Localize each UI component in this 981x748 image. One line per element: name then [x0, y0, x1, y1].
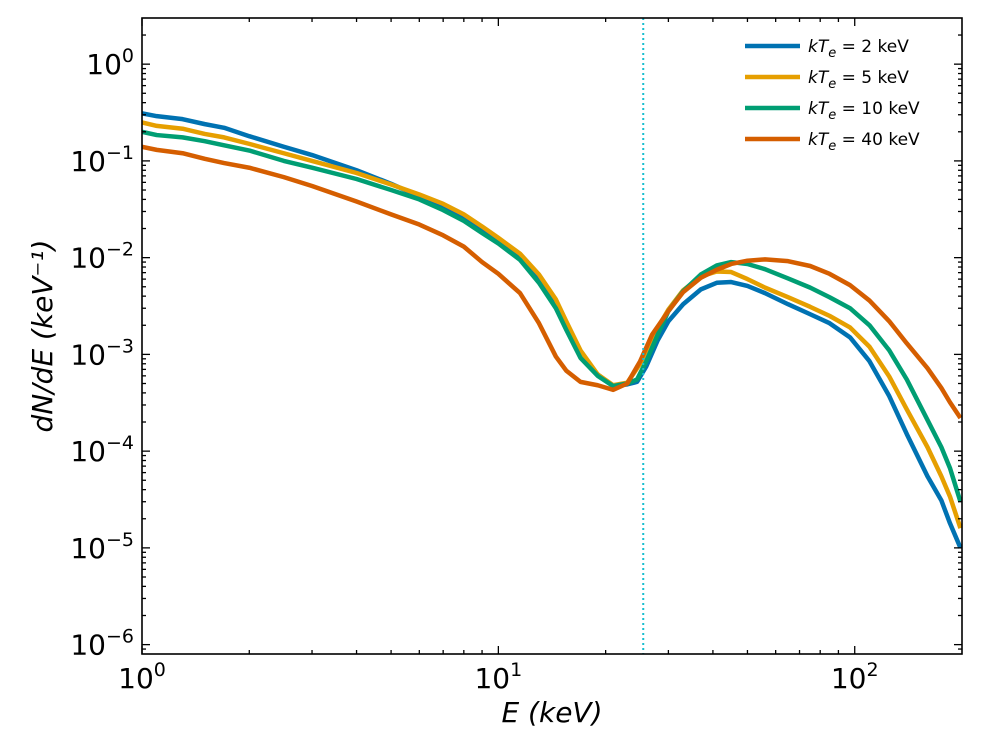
series-layer	[142, 111, 962, 549]
x-axis-title: E (keV)	[501, 696, 602, 729]
tick-layer: 100 101 102 100 10−1 10−2 10−3 10−4 10−5 10−6	[70, 18, 962, 695]
x-tick-label-0: 100	[118, 659, 166, 695]
y-tick-label-2: 10−2	[70, 239, 134, 275]
legend-label-1: kTe = 5 keV	[808, 68, 909, 92]
legend-label-2: kTe = 10 keV	[808, 99, 920, 123]
legend-label-3: kTe = 40 keV	[808, 130, 920, 154]
y-tick-label-3: 10−3	[70, 335, 134, 371]
legend-label-0: kTe = 2 keV	[808, 37, 909, 61]
legend: kTe = 2 keV kTe = 5 keV kTe = 10 keV kTe = …	[745, 37, 920, 154]
x-tick-label-2: 102	[831, 659, 879, 695]
y-tick-label-5: 10−5	[70, 529, 134, 565]
series-line-0	[142, 111, 962, 549]
series-line-1	[142, 120, 962, 529]
y-tick-label-6: 10−6	[70, 626, 134, 662]
series-line-3	[142, 144, 962, 420]
y-axis-title: dN/dE (keV⁻¹)	[26, 240, 59, 433]
y-tick-label-1: 10−1	[70, 142, 134, 178]
y-tick-label-0: 100	[86, 45, 134, 81]
series-line-2	[142, 129, 962, 503]
x-tick-label-1: 101	[474, 659, 522, 695]
y-tick-label-4: 10−4	[70, 432, 134, 468]
plot-frame	[141, 17, 963, 655]
